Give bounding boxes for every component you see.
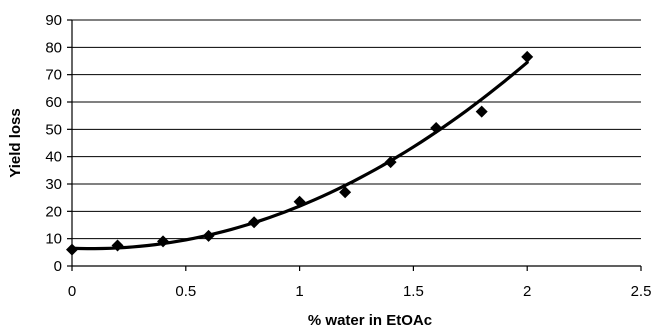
data-point-marker — [202, 229, 215, 242]
data-point-marker — [339, 186, 352, 199]
axes — [71, 20, 641, 267]
y-tick-label: 50 — [45, 121, 62, 138]
data-point-marker — [66, 243, 78, 256]
data-point-marker — [384, 156, 397, 169]
gridlines — [72, 19, 641, 240]
y-tick-label: 0 — [54, 258, 62, 275]
x-tick-label: 0.5 — [175, 283, 196, 300]
x-axis-ticks: 0 0.5 1 1.5 2 2.5 — [68, 266, 652, 300]
data-point-marker — [430, 121, 443, 134]
data-point-marker — [248, 216, 261, 229]
data-point-marker — [111, 239, 124, 252]
x-tick-label: 2.5 — [631, 283, 652, 300]
y-tick-label: 10 — [45, 231, 62, 248]
x-tick-label: 1 — [295, 283, 303, 300]
x-tick-label: 2 — [523, 283, 531, 300]
y-tick-label: 90 — [45, 12, 62, 29]
y-tick-label: 60 — [45, 94, 62, 111]
trendline — [70, 60, 529, 251]
x-tick-label: 1.5 — [403, 283, 424, 300]
x-tick-label: 0 — [68, 283, 76, 300]
y-axis-title: Yield loss — [7, 108, 24, 177]
y-tick-label: 30 — [45, 176, 62, 193]
data-points — [66, 50, 534, 256]
data-point-marker — [475, 105, 488, 118]
y-tick-label: 40 — [45, 149, 62, 166]
x-axis-title: % water in EtOAc — [308, 312, 432, 329]
y-tick-label: 80 — [45, 39, 62, 56]
y-axis-ticks: 0 10 20 30 40 50 60 70 80 90 — [45, 12, 72, 275]
data-point-marker — [157, 235, 170, 248]
data-point-marker — [521, 50, 534, 63]
y-tick-label: 20 — [45, 203, 62, 220]
trendline-path — [70, 60, 529, 251]
data-point-marker — [293, 195, 306, 208]
y-tick-label: 70 — [45, 67, 62, 84]
